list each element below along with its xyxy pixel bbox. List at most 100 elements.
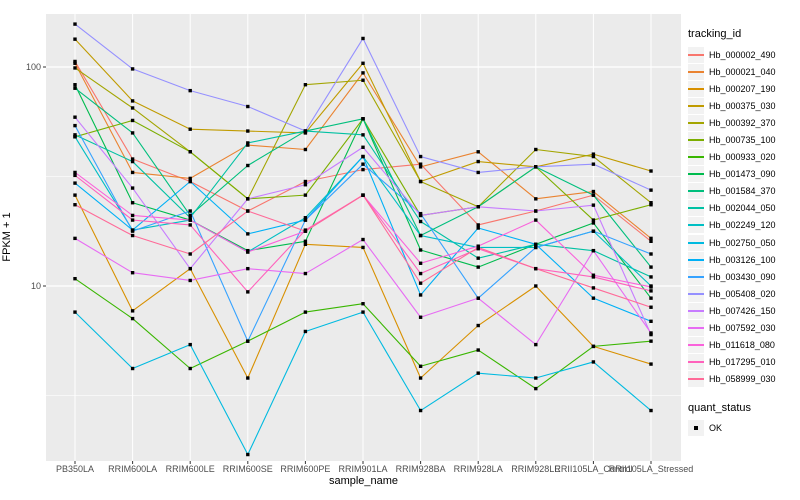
data-point xyxy=(476,265,480,269)
data-point xyxy=(649,319,653,323)
data-point xyxy=(649,285,653,289)
data-point xyxy=(188,278,192,283)
legend-item-label: OK xyxy=(709,423,723,434)
data-point xyxy=(246,290,250,294)
y-tick-label: 10 xyxy=(30,281,41,291)
data-point xyxy=(303,229,308,233)
data-point xyxy=(73,86,77,90)
legend-key-swatch xyxy=(688,166,704,183)
legend-key-line xyxy=(688,327,704,330)
data-point xyxy=(188,366,192,371)
legend-item-Hb_000735_100: Hb_000735_100 xyxy=(688,131,800,149)
legend-key-line xyxy=(688,309,704,312)
data-point xyxy=(246,266,250,271)
legend-item-Hb_007426_150: Hb_007426_150 xyxy=(688,302,800,319)
legend-item-Hb_000002_490: Hb_000002_490 xyxy=(688,46,800,63)
legend-item-label: Hb_001584_370 xyxy=(709,186,776,197)
data-point xyxy=(591,273,596,277)
legend-key-line xyxy=(688,378,704,381)
data-point xyxy=(188,88,192,93)
legend: tracking_id Hb_000002_490 Hb_000021_040 Hb… xyxy=(688,28,800,437)
data-point xyxy=(246,141,250,145)
data-point xyxy=(130,316,135,321)
data-point xyxy=(246,143,250,147)
data-point xyxy=(591,189,596,194)
x-tick-label: RRIM928LE xyxy=(511,464,561,474)
legend-item-Hb_001584_370: Hb_001584_370 xyxy=(688,183,800,200)
legend-item-Hb_000933_020: Hb_000933_020 xyxy=(688,149,800,166)
x-tick-label: RRIM928LA xyxy=(453,464,503,474)
data-point xyxy=(130,118,135,123)
data-point xyxy=(188,216,192,220)
data-point xyxy=(303,310,308,314)
data-point xyxy=(476,223,480,227)
data-point xyxy=(591,360,596,364)
data-point xyxy=(361,78,365,82)
data-point xyxy=(361,36,365,41)
data-point xyxy=(130,201,135,205)
quant-status-block: quant_status OK xyxy=(688,402,800,437)
data-point xyxy=(649,408,653,413)
data-point xyxy=(188,223,192,227)
legend-item-Hb_003126_100: Hb_003126_100 xyxy=(688,251,800,268)
data-point xyxy=(246,250,250,254)
data-point xyxy=(303,131,308,135)
data-point xyxy=(418,165,423,169)
data-point xyxy=(649,252,653,256)
data-point xyxy=(303,183,308,187)
data-point xyxy=(476,170,480,175)
legend-item-label: Hb_003126_100 xyxy=(709,254,776,265)
data-point xyxy=(361,154,365,159)
legend-key-line xyxy=(688,275,704,278)
data-point xyxy=(476,245,480,250)
data-point xyxy=(130,106,135,110)
data-point xyxy=(130,233,135,238)
data-point xyxy=(303,193,308,197)
data-point xyxy=(303,329,308,334)
data-point xyxy=(361,162,365,166)
legend-key-swatch xyxy=(688,132,704,149)
data-point xyxy=(73,173,77,178)
legend-item-label: Hb_017295_010 xyxy=(709,357,776,368)
legend-item-Hb_005408_020: Hb_005408_020 xyxy=(688,285,800,302)
data-point xyxy=(418,408,423,413)
legend-key-swatch xyxy=(688,420,704,437)
data-point xyxy=(418,219,423,224)
legend-item-Hb_002750_050: Hb_002750_050 xyxy=(688,234,800,251)
data-point xyxy=(303,147,308,152)
data-point xyxy=(534,147,538,152)
legend-key-swatch xyxy=(688,337,704,354)
data-point xyxy=(418,261,423,265)
data-point xyxy=(361,167,365,172)
data-point xyxy=(303,271,308,276)
data-point xyxy=(188,127,192,131)
legend-item-label: Hb_002249_120 xyxy=(709,220,776,231)
data-point xyxy=(73,115,77,119)
data-point xyxy=(534,245,538,250)
data-point xyxy=(418,213,423,218)
legend-key-swatch xyxy=(688,320,704,337)
legend-key-line xyxy=(688,173,704,176)
legend-key-swatch xyxy=(688,302,704,319)
legend-key-swatch xyxy=(688,200,704,217)
data-point xyxy=(476,323,480,328)
data-point xyxy=(361,71,365,75)
data-point xyxy=(649,362,653,366)
data-point xyxy=(649,331,653,335)
data-point xyxy=(361,310,365,314)
legend-item-Hb_017295_010: Hb_017295_010 xyxy=(688,354,800,371)
data-point xyxy=(73,59,77,64)
legend-key-swatch xyxy=(688,268,704,285)
data-point xyxy=(188,179,192,184)
x-tick-label: RRIM901LA xyxy=(338,464,388,474)
data-point xyxy=(418,376,423,380)
legend-item-label: Hb_003430_090 xyxy=(709,271,776,282)
data-point xyxy=(649,236,653,241)
data-point xyxy=(130,271,135,275)
data-point xyxy=(361,117,365,121)
data-point xyxy=(303,83,308,87)
data-point xyxy=(130,159,135,164)
legend-item-label: Hb_011618_080 xyxy=(709,340,775,351)
data-point xyxy=(591,218,596,222)
data-point xyxy=(649,188,653,192)
